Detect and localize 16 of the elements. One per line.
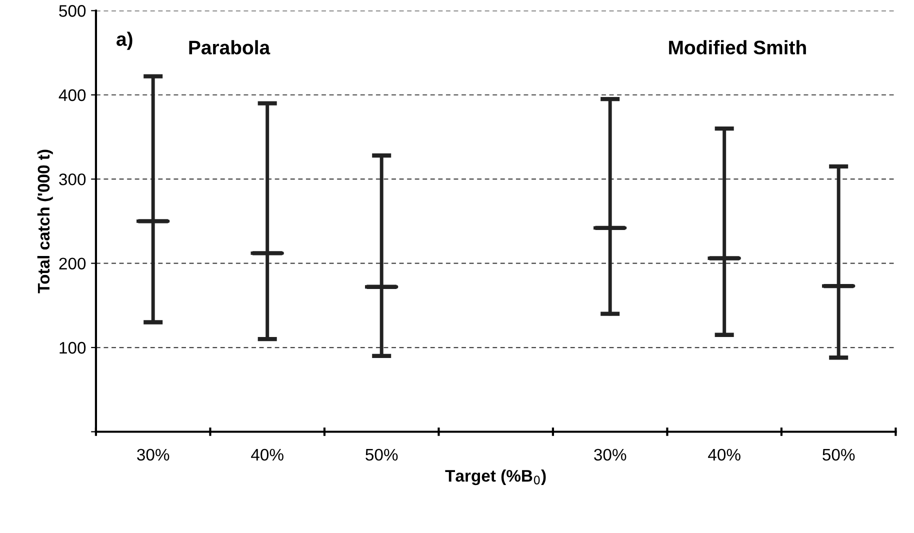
x-tick-label: 50% — [366, 448, 398, 461]
y-tick-label: 200 — [59, 258, 86, 270]
y-tick-label: 300 — [59, 173, 86, 186]
y-axis-title: Total catch ('000 t) — [37, 150, 53, 294]
x-axis-title: Target (%B$_{0}$) — [445, 469, 546, 486]
y-tick-label: 100 — [60, 342, 86, 354]
y-tick-label: 400 — [58, 89, 86, 102]
x-tick-label: 30% — [594, 448, 626, 461]
y-tick-label: 500 — [59, 5, 86, 17]
annotation: Parabola — [189, 40, 270, 54]
annotation: Modified Smith — [669, 40, 806, 54]
annotation: a) — [116, 32, 132, 50]
x-tick-label: 30% — [137, 448, 170, 461]
x-tick-label: 50% — [822, 448, 855, 461]
x-tick-label: 40% — [251, 448, 284, 461]
x-tick-label: 40% — [708, 448, 740, 461]
